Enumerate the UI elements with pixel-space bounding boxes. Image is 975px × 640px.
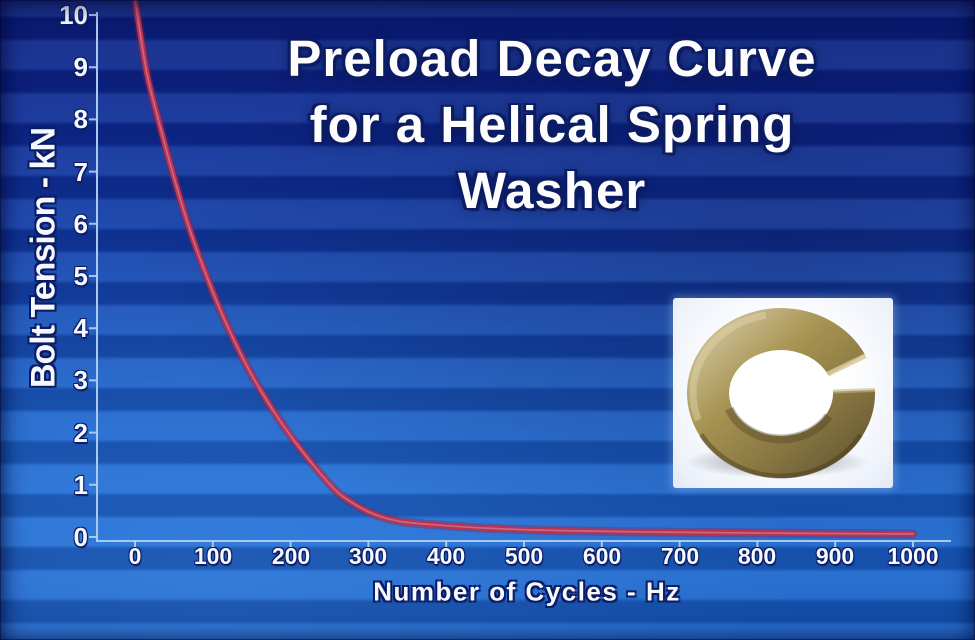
chart-title-line: Washer: [457, 162, 647, 219]
axis-lines: [96, 12, 951, 542]
chart-title-line: Preload Decay Curve: [287, 30, 817, 87]
helical-spring-washer-icon: [685, 308, 876, 479]
chart-title: Preload Decay Curve for a Helical Spring…: [190, 26, 914, 224]
washer-cut-face-lower: [832, 388, 875, 394]
chart-title-line: for a Helical Spring: [309, 96, 795, 153]
y-axis-title: Bolt Tension - kN: [24, 127, 63, 389]
preload-curve: [132, 0, 916, 537]
washer-ring: [687, 308, 876, 479]
axis-tick-marks: [89, 14, 914, 547]
washer-inner-shadow: [725, 406, 833, 444]
x-axis-title: Number of Cycles - Hz: [373, 576, 681, 607]
washer-outer-rim-shadow: [699, 433, 863, 479]
washer-cut-face-upper: [826, 353, 867, 377]
washer-photo: [673, 298, 893, 488]
preload-curve-core: [134, 0, 914, 535]
washer-top-highlight: [689, 311, 767, 422]
